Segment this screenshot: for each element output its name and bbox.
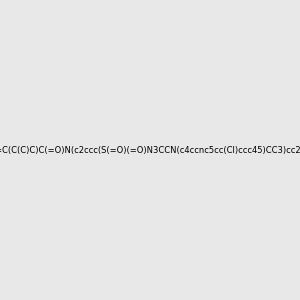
Text: CC1=C(C(C)C)C(=O)N(c2ccc(S(=O)(=O)N3CCN(c4ccnc5cc(Cl)ccc45)CC3)cc2)N1C: CC1=C(C(C)C)C(=O)N(c2ccc(S(=O)(=O)N3CCN(… [0,146,300,154]
